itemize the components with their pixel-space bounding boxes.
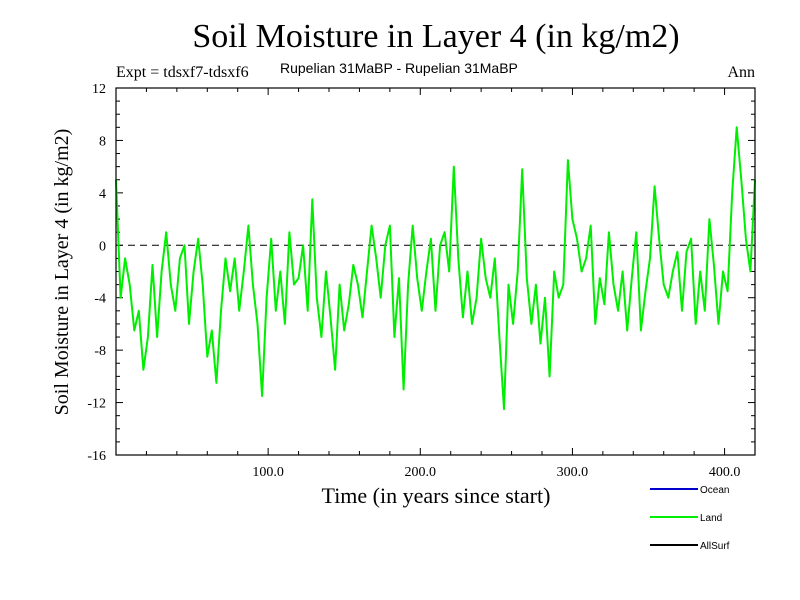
y-tick-label: -4 [94, 292, 106, 307]
y-tick-label: 8 [99, 134, 106, 149]
x-tick-label: 300.0 [557, 465, 589, 480]
legend-ocean-label: Ocean [700, 485, 729, 496]
plot-frame [115, 87, 756, 456]
axis-ticks [116, 87, 755, 456]
y-tick-label: -8 [94, 344, 106, 359]
y-tick-label: 4 [99, 187, 106, 202]
y-axis-label: Soil Moisture in Layer 4 (in kg/m2) [51, 129, 73, 416]
x-tick-label: 200.0 [405, 465, 437, 480]
y-tick-label: -16 [87, 449, 106, 464]
y-tick-label: -12 [87, 397, 106, 412]
legend-allsurf-label: AllSurf [700, 541, 730, 552]
tick-labels: -16 -12 -8 -4 0 4 8 12 100.0 200.0 300.0 400.0 [87, 82, 740, 480]
series-land-line [115, 126, 756, 411]
legend: Ocean Land AllSurf [650, 485, 730, 552]
x-tick-label: 100.0 [252, 465, 284, 480]
period-label: Rupelian 31MaBP - Rupelian 31MaBP [280, 60, 518, 76]
y-tick-label: 12 [92, 82, 106, 97]
legend-land-label: Land [700, 513, 722, 524]
y-tick-label: 0 [99, 239, 106, 254]
x-tick-label: 400.0 [709, 465, 741, 480]
x-axis-label: Time (in years since start) [322, 483, 551, 508]
season-label: Ann [727, 64, 755, 81]
chart-title: Soil Moisture in Layer 4 (in kg/m2) [192, 18, 679, 55]
experiment-label: Expt = tdsxf7-tdsxf6 [116, 64, 249, 81]
